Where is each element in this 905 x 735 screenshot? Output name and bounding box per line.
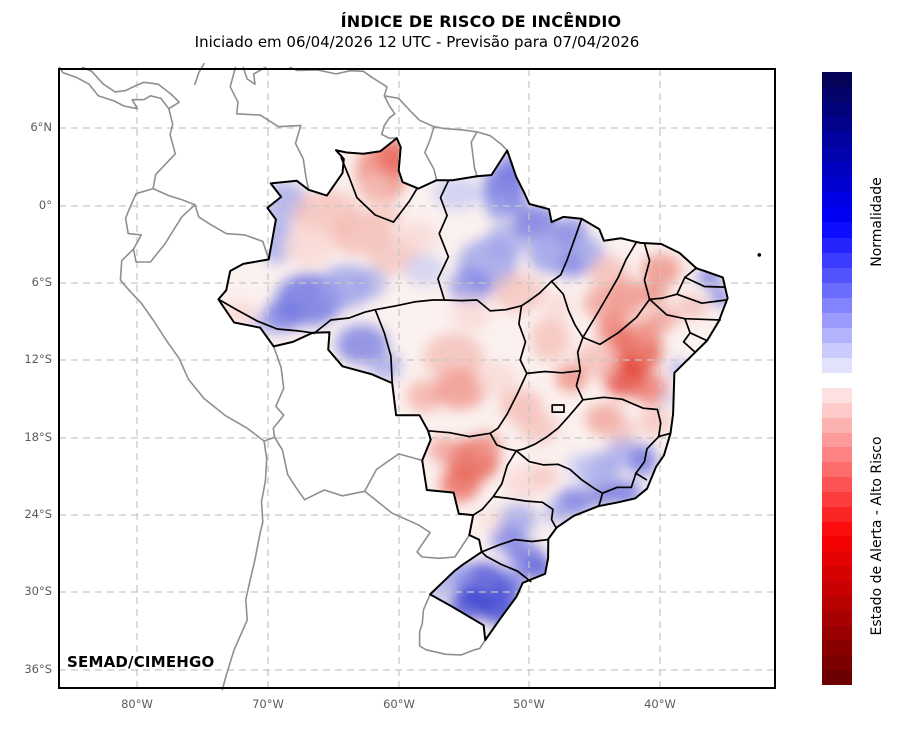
colorbar-alert-step [822, 462, 852, 478]
colorbar-normal-step [822, 147, 852, 163]
colorbar-alert-step [822, 655, 852, 671]
colorbar-normal-step [822, 87, 852, 103]
page-subtitle: Iniciado em 06/04/2026 12 UTC - Previsão… [194, 33, 640, 51]
colorbar-normal-step [822, 162, 852, 178]
colorbar-alert-step [822, 491, 852, 507]
lon-tick-label: 60°W [383, 697, 415, 711]
colorbar-alert-step [822, 580, 852, 596]
colorbar-alert-step [822, 402, 852, 418]
colorbar-alert-step [822, 447, 852, 463]
colorbar-normal-step [822, 132, 852, 148]
colorbar-normal-step [822, 252, 852, 268]
colorbar-alert-label: Estado de Alerta - Alto Risco [869, 436, 885, 636]
lon-tick-label: 40°W [644, 697, 676, 711]
colorbar-alert-step [822, 521, 852, 537]
colorbar-alert-step [822, 566, 852, 581]
colorbar-normal-step [822, 327, 852, 343]
colorbar-normal-step [822, 357, 852, 373]
colorbar-alert-step [822, 595, 852, 611]
colorbar-normal-step [822, 342, 852, 358]
colorbar-alert-step [822, 640, 852, 656]
south-america-borders [58, 62, 508, 691]
colorbar-alert-step [822, 610, 852, 626]
lat-tick-label: 0° [38, 198, 52, 212]
lat-tick-label: 6°N [30, 120, 52, 134]
colorbar-alert-step [822, 477, 852, 492]
lat-tick-label: 12°S [24, 352, 52, 366]
colorbar-alert-step [822, 388, 852, 403]
brazil-outline [217, 137, 729, 641]
colorbar-normal [822, 72, 852, 373]
lat-tick-label: 30°S [24, 584, 52, 598]
colorbar-alert-step [822, 506, 852, 522]
colorbar-normal-step [822, 207, 852, 223]
colorbar-normal-label: Normalidade [869, 177, 885, 267]
colorbar-normal-step [822, 297, 852, 313]
colorbar-normal-step [822, 267, 852, 283]
page-title: ÍNDICE DE RISCO DE INCÊNDIO [340, 12, 622, 31]
colorbar-normal-step [822, 312, 852, 328]
colorbar-alert-step [822, 551, 852, 567]
colorbar-normal-step [822, 222, 852, 238]
lat-tick-label: 24°S [24, 507, 52, 521]
lon-tick-label: 70°W [252, 697, 284, 711]
lat-tick-label: 6°S [31, 275, 52, 289]
colorbar-alert-step [822, 625, 852, 641]
colorbar-normal-step [822, 117, 852, 133]
state-borders [217, 156, 727, 583]
colorbar-normal-step [822, 72, 852, 88]
colorbar-normal-step [822, 192, 852, 208]
colorbar-alert [822, 388, 852, 685]
island-dot [757, 253, 762, 257]
colorbar-normal-step [822, 177, 852, 193]
colorbar-normal-step [822, 102, 852, 118]
risk-field [221, 138, 728, 626]
colorbar-normal-step [822, 237, 852, 253]
lat-tick-label: 18°S [24, 430, 52, 444]
lon-tick-label: 50°W [513, 697, 545, 711]
colorbar-alert-step [822, 670, 852, 685]
lon-tick-label: 80°W [121, 697, 153, 711]
colorbar-alert-step [822, 432, 852, 448]
lat-tick-label: 36°S [24, 662, 52, 676]
colorbar-alert-step [822, 536, 852, 552]
watermark: SEMAD/CIMEHGO [67, 653, 215, 671]
colorbar-alert-step [822, 417, 852, 433]
colorbar-normal-step [822, 282, 852, 298]
axes-frame [58, 68, 776, 689]
